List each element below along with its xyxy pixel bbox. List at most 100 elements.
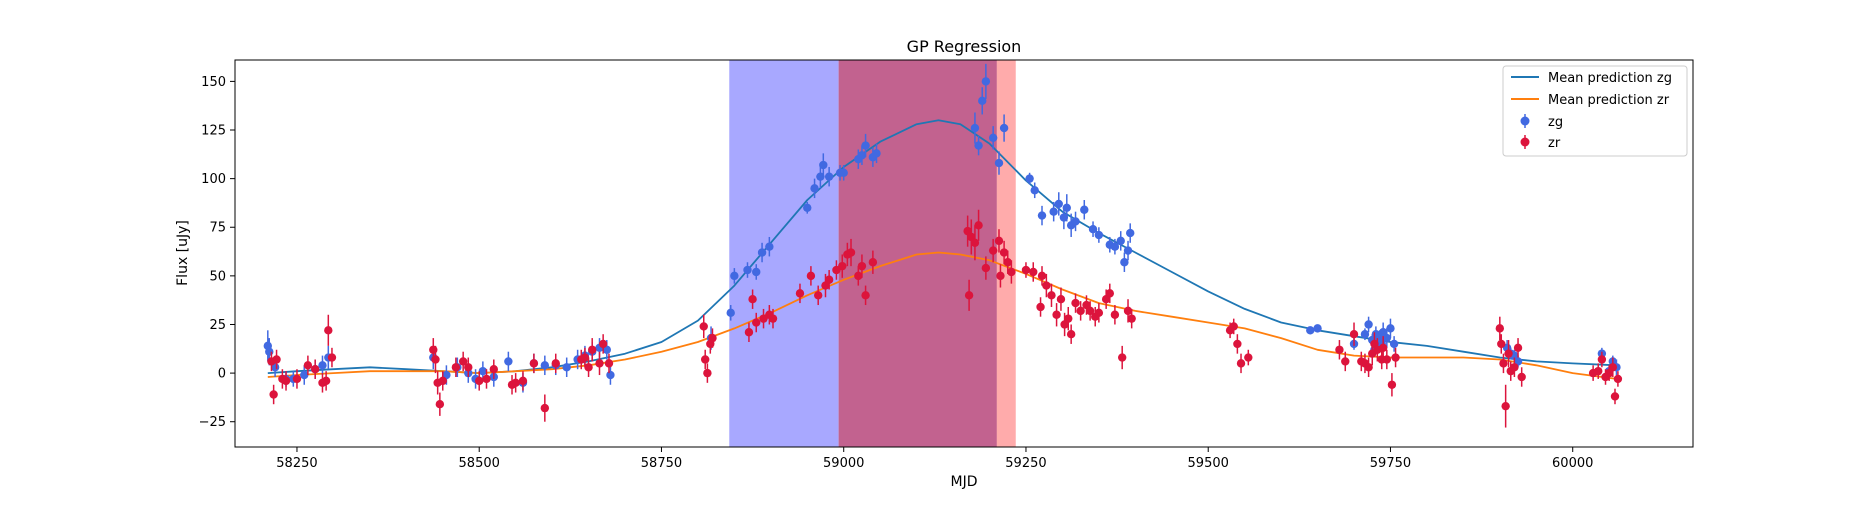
legend-swatch-zg-point [1520, 116, 1530, 126]
data-marker [1387, 380, 1397, 389]
data-marker [999, 123, 1009, 133]
data-marker [1094, 230, 1104, 240]
data-marker [269, 390, 278, 399]
data-marker [580, 353, 590, 362]
data-point-zr [451, 357, 461, 377]
data-marker [1030, 186, 1039, 195]
data-point-zr [1064, 306, 1073, 331]
data-point-zg [1360, 328, 1370, 341]
data-point-zg [1110, 238, 1120, 255]
data-marker [708, 333, 717, 343]
data-point-zr [1036, 297, 1045, 317]
data-point-zr [269, 384, 278, 405]
data-point-zr [551, 353, 560, 374]
data-point-zg [857, 145, 867, 166]
data-points [263, 63, 1623, 428]
data-marker [1386, 324, 1395, 333]
data-point-zr [321, 371, 331, 391]
data-point-zr [814, 285, 823, 306]
data-marker [1029, 267, 1038, 277]
data-marker [1229, 322, 1238, 331]
data-marker [272, 355, 281, 364]
data-point-zr [540, 394, 550, 422]
data-marker [861, 141, 870, 150]
data-marker [1117, 353, 1127, 362]
data-point-zg [872, 143, 881, 164]
data-marker [451, 363, 461, 372]
chart-title: GP Regression [907, 37, 1022, 56]
data-marker [824, 172, 834, 181]
legend-label-zg-points: zg [1548, 115, 1563, 130]
data-marker [1052, 310, 1061, 319]
shaded-region-0 [729, 60, 839, 447]
data-point-zr [1066, 324, 1076, 344]
data-marker [1080, 205, 1089, 214]
data-marker [1497, 339, 1506, 349]
data-marker [1110, 242, 1120, 251]
data-point-zg [562, 357, 571, 377]
data-point-zr [824, 270, 834, 290]
data-point-zr [1364, 357, 1373, 377]
data-point-zg [970, 112, 980, 144]
data-point-zr [1501, 384, 1510, 428]
data-marker [1360, 330, 1370, 339]
data-marker [1364, 320, 1373, 329]
data-marker [478, 366, 488, 376]
data-point-zr [795, 283, 805, 304]
legend-box [1502, 65, 1688, 157]
data-point-zg [726, 305, 735, 321]
data-marker [978, 96, 987, 106]
x-axis-label: MJD [951, 474, 978, 490]
data-marker [551, 359, 560, 368]
data-marker [458, 357, 468, 366]
data-point-zr [974, 209, 983, 241]
data-point-zr [310, 359, 320, 379]
data-point-zg [994, 151, 1004, 175]
data-point-zr [868, 250, 878, 274]
y-tick-label: −25 [199, 415, 226, 430]
data-point-zg [1389, 336, 1399, 352]
data-marker [1062, 203, 1071, 212]
data-point-zg [803, 201, 812, 214]
data-point-zr [584, 357, 593, 377]
data-point-zr [748, 289, 757, 309]
data-marker [1499, 359, 1508, 368]
data-marker [431, 355, 440, 364]
data-point-zr [1029, 262, 1038, 282]
data-marker [504, 357, 513, 366]
data-marker [1064, 314, 1073, 323]
data-point-zg [1062, 194, 1071, 222]
data-marker [994, 236, 1004, 246]
data-point-zr [324, 314, 333, 346]
data-marker [435, 400, 445, 409]
data-marker [868, 258, 878, 267]
y-tick-label: 125 [201, 124, 226, 139]
data-point-zg [1313, 324, 1322, 333]
data-marker [819, 160, 828, 170]
plot-frame [234, 59, 1694, 448]
data-marker [981, 77, 991, 86]
data-marker [999, 248, 1009, 257]
data-point-zr [994, 229, 1004, 253]
data-marker [857, 261, 867, 271]
data-point-zg [1126, 223, 1135, 243]
data-marker [588, 345, 597, 354]
data-point-zr [511, 373, 520, 393]
data-marker [292, 374, 302, 384]
x-tick-label: 59000 [823, 456, 864, 471]
legend-swatch-zr-point [1520, 137, 1530, 147]
data-marker [861, 291, 870, 300]
data-point-zg [839, 165, 848, 181]
data-marker [1504, 349, 1513, 358]
x-tick-label: 59500 [1188, 456, 1229, 471]
data-point-zg [1080, 200, 1089, 220]
data-point-zr [1597, 351, 1607, 368]
data-marker [1127, 314, 1136, 323]
data-point-zr [595, 351, 604, 376]
data-marker [482, 374, 491, 384]
data-point-zr [1110, 305, 1120, 325]
data-marker [1513, 343, 1523, 353]
data-marker [810, 184, 819, 193]
data-marker [1364, 363, 1373, 372]
